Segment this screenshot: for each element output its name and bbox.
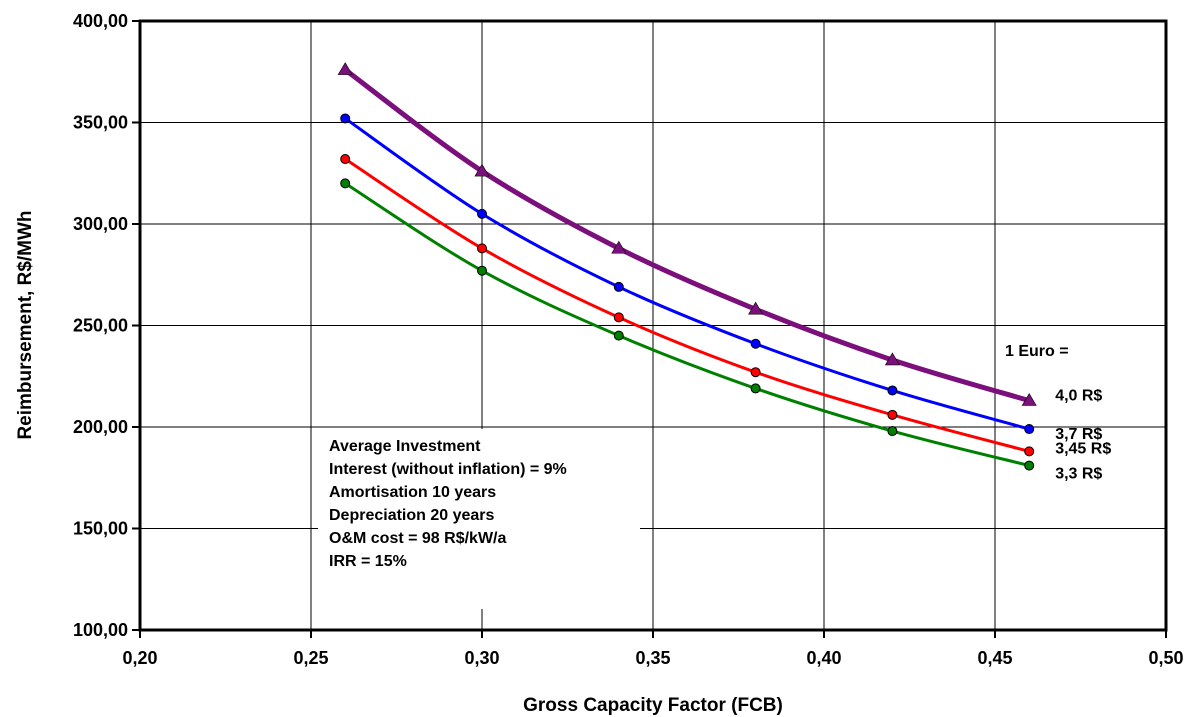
series-2-marker (887, 385, 898, 396)
y-tick-label: 350,00 (73, 113, 128, 133)
y-tick-label: 250,00 (73, 316, 128, 336)
series-1-marker (884, 352, 900, 366)
series-2-marker (613, 281, 624, 292)
x-axis-tick-labels: 0,20 0,25 0,30 0,35 0,40 0,45 0,50 (122, 630, 1184, 668)
annotation-line: IRR = 15% (329, 553, 407, 570)
series-4-marker (750, 383, 761, 394)
series-lines (342, 67, 1032, 468)
y-axis-title: Reimbursement, R$/MWh (15, 210, 36, 439)
x-axis-title: Gross Capacity Factor (FCB) (523, 695, 783, 716)
annotation-line: Amortisation 10 years (329, 484, 496, 501)
series-4-marker (613, 330, 624, 341)
series-1-marker (748, 301, 764, 315)
annotation-line: O&M cost = 98 R$/kW/a (329, 530, 506, 547)
series-2-marker (1024, 424, 1035, 435)
series-1-marker (611, 240, 627, 254)
series-2-line (343, 116, 1031, 431)
series-4-line (343, 181, 1031, 468)
x-tick-label: 0,25 (293, 648, 328, 668)
annotation-line: Average Investment (329, 438, 481, 455)
x-tick-label: 0,45 (977, 648, 1012, 668)
y-axis-tick-labels: 100,00 150,00 200,00 250,00 300,00 350,00 400,… (73, 11, 140, 640)
series-4-marker (887, 426, 898, 437)
series-4-marker (477, 265, 487, 276)
series-2-marker (750, 338, 761, 349)
annotation-line: Depreciation 20 years (329, 507, 495, 524)
y-tick-label: 100,00 (73, 620, 128, 640)
series-markers (337, 62, 1037, 471)
series-3-marker (340, 154, 351, 165)
y-tick-label: 150,00 (73, 519, 128, 539)
series-2-marker (477, 208, 487, 219)
series-2-label: 3,7 R$ (1055, 426, 1102, 443)
series-3-line (343, 157, 1031, 453)
x-tick-label: 0,50 (1148, 648, 1183, 668)
series-3-marker (613, 312, 624, 323)
series-1-marker (1021, 393, 1037, 406)
annotation-line: Interest (without inflation) = 9% (329, 461, 567, 478)
series-1-marker (474, 163, 490, 177)
y-tick-label: 300,00 (73, 214, 128, 234)
series-3-marker (887, 409, 898, 420)
x-tick-label: 0,35 (635, 648, 670, 668)
series-3-marker (1024, 446, 1035, 457)
x-tick-label: 0,30 (464, 648, 499, 668)
series-labels: 4,0 R$ 3,7 R$3,45 R$ 3,3 R$ (1055, 388, 1111, 483)
y-tick-label: 400,00 (73, 11, 128, 31)
annotation-lines: Average Investment Interest (without infl… (329, 438, 567, 570)
series-1-label: 4,0 R$ (1055, 388, 1102, 405)
series-4-label: 3,3 R$ (1055, 466, 1102, 483)
x-tick-label: 0,40 (806, 648, 841, 668)
series-3-label: 3,45 R$ (1055, 440, 1111, 457)
legend-title: 1 Euro = (1005, 343, 1069, 360)
series-2-marker (340, 113, 351, 124)
series-3-marker (477, 243, 487, 254)
grid-lines (140, 21, 1166, 630)
series-1-marker (337, 62, 353, 75)
annotation-box: Average Investment Interest (without infl… (318, 429, 640, 609)
series-1-line (342, 67, 1032, 404)
series-4-marker (340, 178, 351, 189)
series-4-marker (1024, 460, 1035, 471)
y-tick-label: 200,00 (73, 417, 128, 437)
series-3-marker (750, 367, 761, 378)
annotation-background (318, 429, 640, 609)
x-tick-label: 0,20 (122, 648, 157, 668)
